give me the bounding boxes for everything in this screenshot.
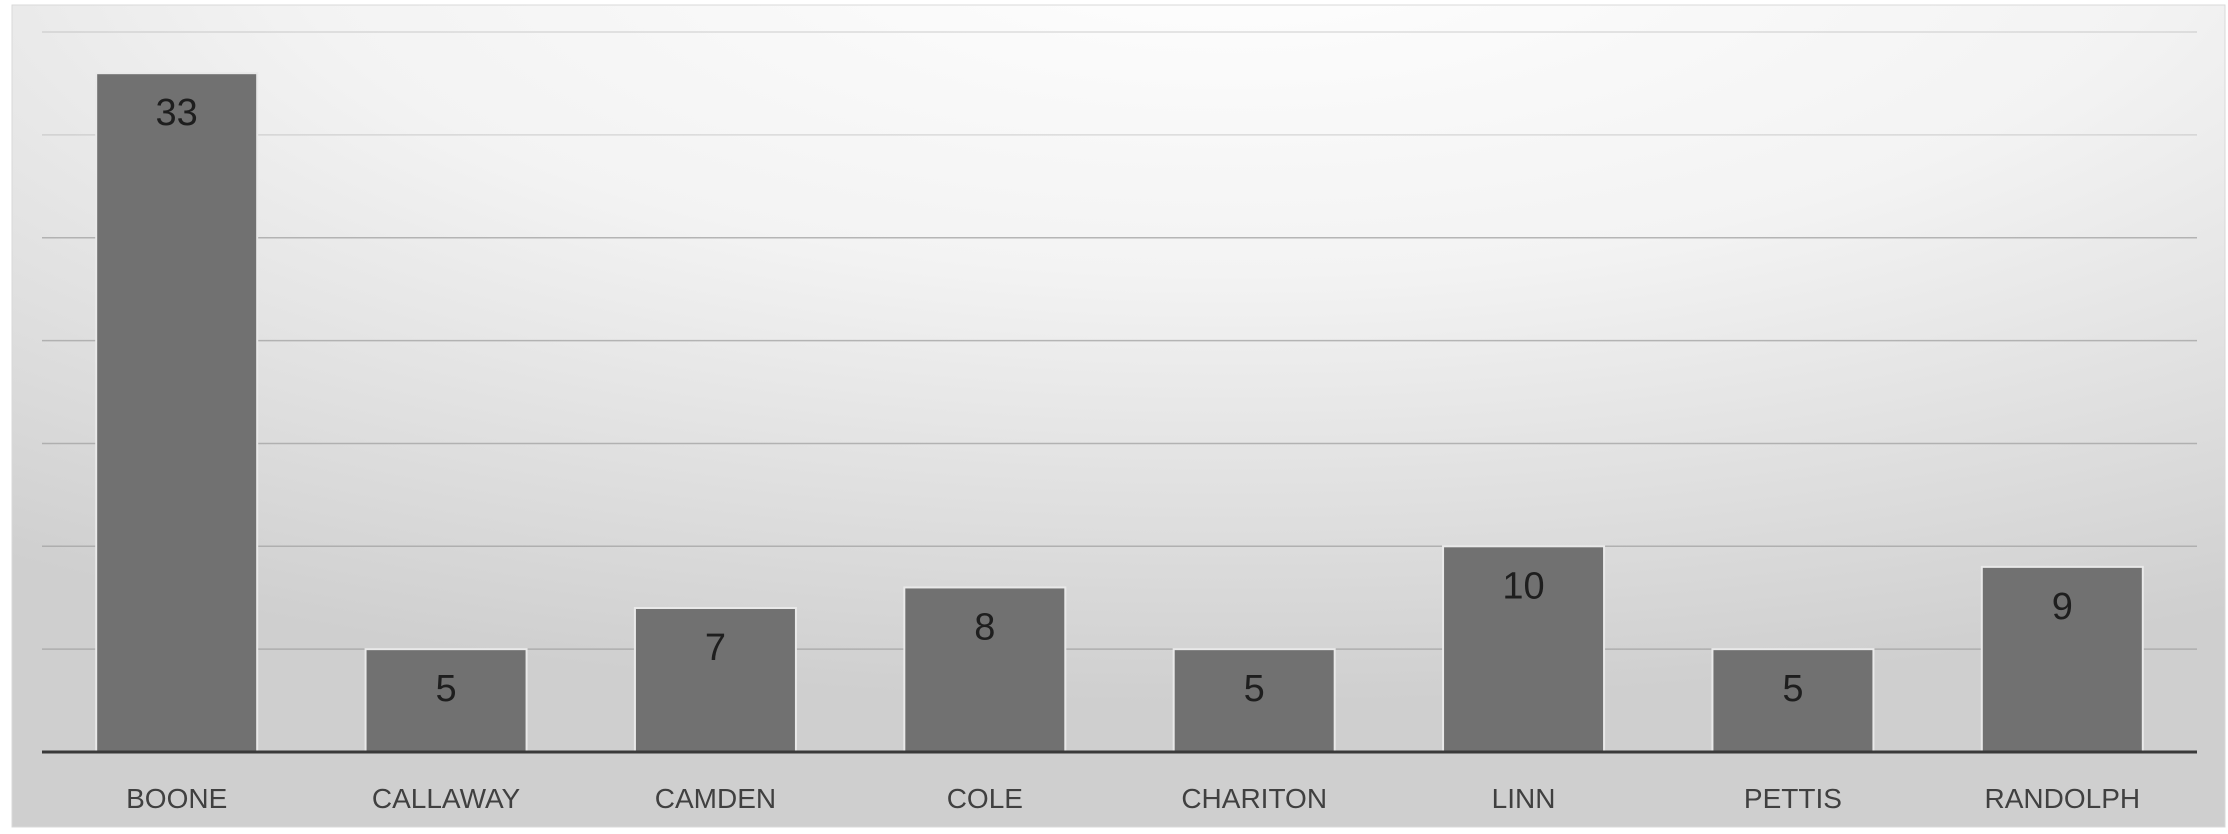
category-label-linn: LINN — [1492, 783, 1556, 814]
data-label-callaway: 5 — [435, 668, 456, 710]
bar-cole — [903, 586, 1067, 753]
category-label-pettis: PETTIS — [1744, 783, 1842, 814]
data-label-boone: 33 — [156, 92, 198, 134]
bar-boone — [95, 72, 259, 753]
gridlines — [42, 31, 2197, 650]
category-label-cole: COLE — [947, 783, 1023, 814]
bar-camden — [633, 607, 797, 754]
bar-linn — [1442, 545, 1606, 753]
data-label-randolph: 9 — [2052, 586, 2073, 628]
category-label-camden: CAMDEN — [655, 783, 776, 814]
bar-randolph — [1980, 565, 2144, 753]
category-labels: BOONE CALLAWAY CAMDEN COLE CHARITON LINN PETTI… — [126, 783, 2140, 814]
data-label-cole: 8 — [974, 606, 995, 648]
data-label-chariton: 5 — [1244, 668, 1265, 710]
bars — [95, 72, 2144, 754]
data-label-pettis: 5 — [1782, 668, 1803, 710]
category-label-randolph: RANDOLPH — [1985, 783, 2141, 814]
category-label-boone: BOONE — [126, 783, 227, 814]
category-label-callaway: CALLAWAY — [372, 783, 521, 814]
bar-chariton — [1172, 648, 1336, 754]
data-label-camden: 7 — [705, 627, 726, 669]
data-label-linn: 10 — [1502, 565, 1544, 607]
category-label-chariton: CHARITON — [1181, 783, 1327, 814]
bar-callaway — [364, 648, 528, 754]
data-labels: 33 5 7 8 5 10 5 9 — [156, 92, 2073, 710]
bar-pettis — [1711, 648, 1875, 754]
chart-background — [11, 4, 2226, 828]
